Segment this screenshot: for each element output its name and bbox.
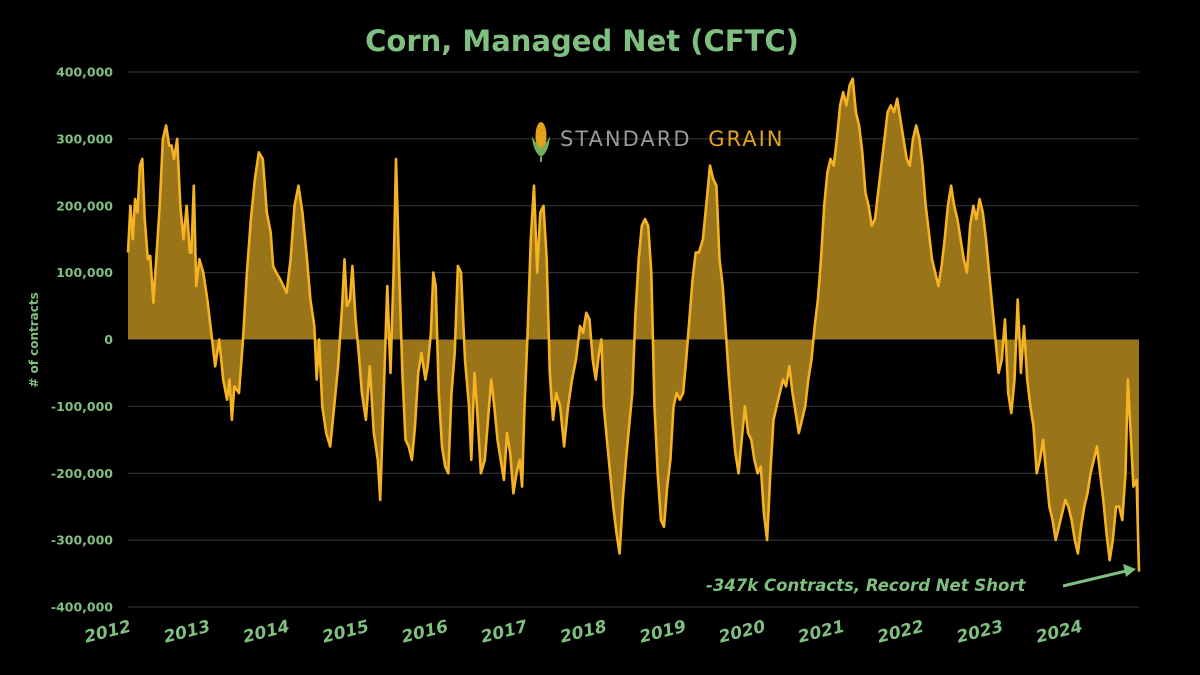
series-line — [126, 77, 1141, 572]
y-axis-ticks: 400,000 300,000 200,000 100,000 0 -100,000 -20… — [51, 65, 113, 615]
y-axis-label: # of contracts — [27, 292, 41, 388]
svg-text:STANDARD GRAIN: STANDARD GRAIN — [560, 127, 785, 151]
y-tick-label: 0 — [104, 332, 113, 347]
y-tick-label: 300,000 — [56, 131, 113, 146]
annotation-arrow — [1062, 569, 1127, 588]
standard-grain-logo: STANDARD GRAIN — [532, 122, 785, 162]
brand-word-standard: STANDARD — [560, 127, 692, 151]
series-group — [126, 77, 1141, 572]
chart-title: Corn, Managed Net (CFTC) — [365, 24, 799, 58]
y-tick-label: -200,000 — [51, 466, 113, 481]
record-annotation: -347k Contracts, Record Net Short — [706, 564, 1136, 595]
y-tick-label: -400,000 — [51, 600, 113, 615]
y-tick-label: -300,000 — [51, 533, 113, 548]
annotation-arrowhead — [1123, 564, 1136, 577]
y-tick-label: 200,000 — [56, 198, 113, 213]
corn-icon — [532, 122, 550, 162]
brand-word-grain: GRAIN — [708, 127, 784, 151]
annotation-text: -347k Contracts, Record Net Short — [706, 576, 1026, 595]
y-tick-label: 400,000 — [56, 65, 113, 80]
y-tick-label: 100,000 — [56, 265, 113, 280]
y-tick-label: -100,000 — [51, 399, 113, 414]
